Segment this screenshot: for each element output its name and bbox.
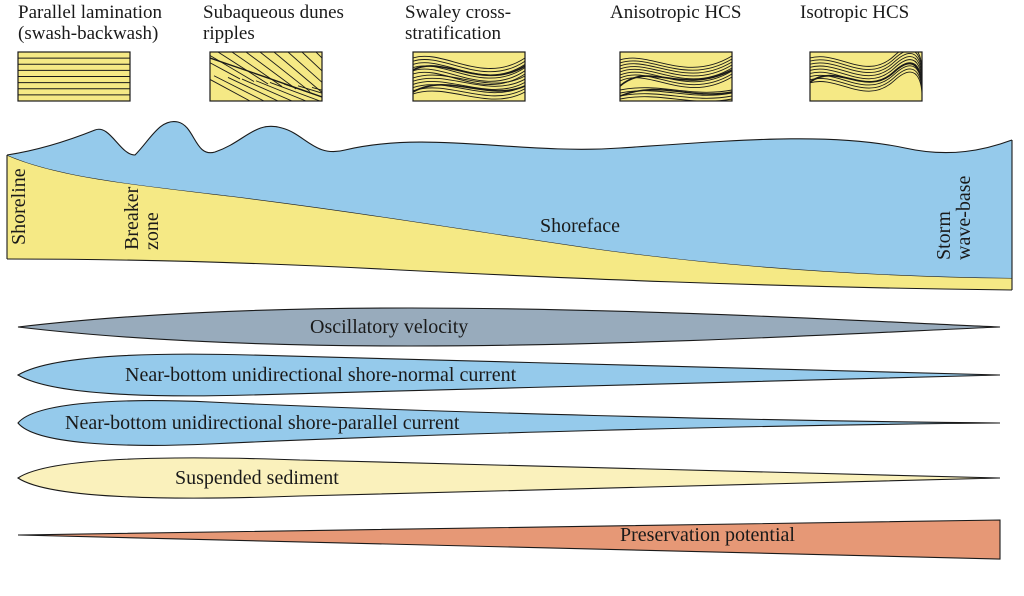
label-storm-1: Storm [933, 211, 955, 260]
bar-sed [18, 458, 1000, 498]
legend-title: Anisotropic HCS [610, 2, 741, 23]
bar-pres [18, 520, 1000, 559]
label-shoreline: Shoreline [8, 168, 30, 245]
legend-title: (swash-backwash) [18, 23, 158, 44]
legend-title: Isotropic HCS [800, 2, 909, 23]
label-breaker-1: Breaker [121, 186, 143, 250]
bar-label-par: Near-bottom unidirectional shore-paralle… [65, 412, 460, 434]
shoreface-profile: Shoreline Breakerzone Shoreface Stormwave-b… [7, 122, 1012, 290]
geology-diagram: Parallel lamination(swash-backwash) Subaq… [0, 0, 1024, 596]
bar-osc [18, 308, 1000, 346]
bar-label-nrm: Near-bottom unidirectional shore-normal … [125, 364, 517, 386]
label-shoreface: Shoreface [540, 215, 620, 237]
label-storm-2: wave-base [953, 175, 975, 260]
bar-label-pres: Preservation potential [620, 524, 795, 546]
label-breaker-2: zone [141, 212, 163, 250]
legend-title: ripples [203, 23, 255, 44]
legend-title: Subaqueous dunes [203, 2, 344, 23]
legend-title: Parallel lamination [18, 2, 163, 23]
bar-label-osc: Oscillatory velocity [310, 316, 468, 338]
bar-label-sed: Suspended sediment [175, 467, 339, 489]
legend-title: Swaley cross- [405, 2, 511, 23]
legend-title: stratification [405, 23, 502, 44]
